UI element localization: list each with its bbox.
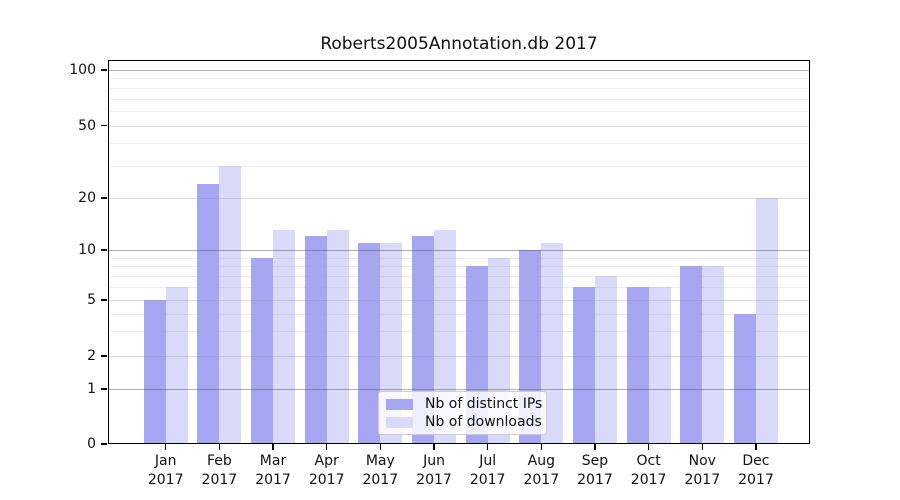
major-gridline-50 <box>108 125 810 127</box>
minor-gridline-70 <box>108 98 810 100</box>
bar-nb-of-downloads-oct <box>648 286 671 444</box>
legend-item-downloads: Nb of downloads <box>386 413 542 431</box>
y-tick-label-100: 100 <box>69 62 96 78</box>
legend-swatch-distinct-ips <box>386 398 413 410</box>
x-tick-label-jun: Jun 2017 <box>416 453 452 488</box>
x-tick-mark-jan <box>164 444 167 450</box>
bar-nb-of-downloads-nov <box>702 266 725 444</box>
y-tick-mark-0 <box>101 443 107 445</box>
bar-nb-of-downloads-dec <box>755 198 778 444</box>
y-tick-label-50: 50 <box>78 117 96 134</box>
legend: Nb of distinct IPs Nb of downloads <box>378 391 547 435</box>
major-gridline-2 <box>108 356 810 357</box>
y-tick-mark-50 <box>101 124 107 127</box>
x-tick-mark-mar <box>272 444 274 450</box>
minor-gridline-4 <box>108 313 810 315</box>
y-tick-mark-10 <box>101 249 107 251</box>
y-tick-label-5: 5 <box>87 292 96 308</box>
bar-nb-of-downloads-jan <box>165 286 188 444</box>
bar-nb-of-distinct-ips-apr <box>304 236 327 444</box>
y-tick-mark-100 <box>101 69 107 71</box>
x-tick-label-dec: Dec 2017 <box>738 453 774 488</box>
y-tick-label-2: 2 <box>87 348 96 364</box>
minor-gridline-6 <box>108 286 810 288</box>
y-tick-label-20: 20 <box>78 190 96 206</box>
y-tick-mark-5 <box>101 299 107 301</box>
bar-nb-of-downloads-jun <box>434 230 456 444</box>
x-tick-label-nov: Nov 2017 <box>684 453 721 488</box>
y-tick-mark-2 <box>101 355 107 357</box>
x-tick-mark-nov <box>701 444 704 450</box>
bar-nb-of-downloads-sep <box>594 275 617 444</box>
minor-gridline-7 <box>108 275 810 277</box>
bar-nb-of-downloads-apr <box>326 230 349 444</box>
major-gridline-100 <box>108 70 810 71</box>
x-tick-label-mar: Mar 2017 <box>255 453 291 488</box>
major-gridline-1 <box>108 389 810 390</box>
x-tick-mark-aug <box>540 444 543 450</box>
x-tick-label-feb: Feb 2017 <box>201 453 238 488</box>
minor-gridline-40 <box>108 143 810 145</box>
legend-item-distinct-ips: Nb of distinct IPs <box>386 395 543 413</box>
x-tick-mark-jun <box>433 444 435 450</box>
x-tick-label-jul: Jul 2017 <box>469 453 506 488</box>
bar-nb-of-downloads-mar <box>273 230 296 444</box>
legend-label-downloads: Nb of downloads <box>425 414 542 430</box>
x-tick-label-oct: Oct 2017 <box>630 453 667 488</box>
x-tick-mark-jul <box>486 444 489 450</box>
chart-title: Roberts2005Annotation.db 2017 <box>320 34 598 54</box>
legend-swatch-downloads <box>386 416 413 428</box>
bar-nb-of-distinct-ips-oct <box>626 286 649 444</box>
bar-nb-of-distinct-ips-may <box>358 242 381 444</box>
minor-gridline-3 <box>108 331 810 333</box>
y-tick-label-0: 0 <box>87 436 96 452</box>
bar-nb-of-distinct-ips-sep <box>572 286 595 444</box>
minor-gridline-30 <box>108 166 810 167</box>
x-tick-mark-sep <box>594 444 596 450</box>
major-gridline-10 <box>108 250 810 251</box>
y-tick-mark-1 <box>101 388 107 390</box>
x-tick-label-may: May 2017 <box>362 453 399 488</box>
minor-gridline-60 <box>108 111 810 113</box>
x-tick-mark-feb <box>218 444 221 450</box>
x-tick-label-aug: Aug 2017 <box>523 453 560 488</box>
major-gridline-20 <box>108 198 810 199</box>
bar-nb-of-distinct-ips-jan <box>143 300 166 444</box>
major-gridline-5 <box>108 300 810 301</box>
legend-label-distinct-ips: Nb of distinct IPs <box>425 396 543 412</box>
x-tick-mark-dec <box>755 444 757 450</box>
y-tick-label-1: 1 <box>87 381 96 397</box>
y-tick-mark-20 <box>101 197 107 199</box>
x-tick-mark-may <box>379 444 382 450</box>
bar-nb-of-downloads-feb <box>219 166 242 444</box>
minor-gridline-90 <box>108 78 810 80</box>
y-tick-label-10: 10 <box>78 242 96 258</box>
minor-gridline-8 <box>108 266 810 268</box>
bar-nb-of-distinct-ips-mar <box>251 257 274 444</box>
minor-gridline-80 <box>108 87 810 89</box>
bar-nb-of-distinct-ips-nov <box>680 266 703 444</box>
x-tick-label-sep: Sep 2017 <box>577 453 613 488</box>
x-tick-mark-oct <box>647 444 650 450</box>
x-tick-label-apr: Apr 2017 <box>308 453 345 488</box>
x-tick-label-jan: Jan 2017 <box>147 453 184 488</box>
bar-nb-of-distinct-ips-feb <box>197 183 220 444</box>
x-tick-mark-apr <box>325 444 328 450</box>
bar-nb-of-distinct-ips-dec <box>733 313 756 444</box>
minor-gridline-9 <box>108 257 810 259</box>
plot-area <box>108 60 810 444</box>
